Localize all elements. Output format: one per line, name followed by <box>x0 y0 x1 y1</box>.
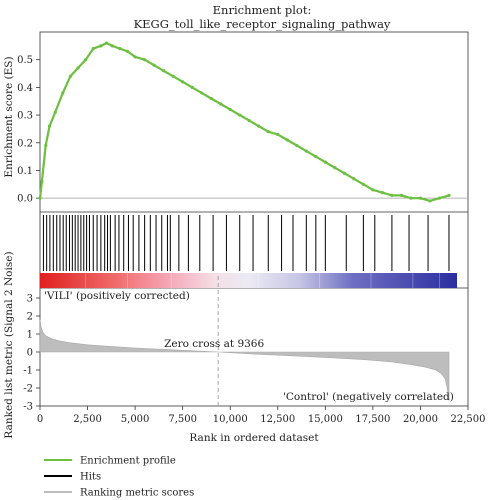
enrichment-point <box>118 47 122 51</box>
metric-y-tick-label: 1 <box>27 330 33 341</box>
enrichment-point <box>219 102 223 106</box>
enrichment-point <box>238 113 242 117</box>
enrichment-point <box>40 179 44 184</box>
x-axis: 0 2,500 5,000 7,500 10,000 12,500 15,000 17,500… <box>37 406 486 425</box>
metric-y-tick-label: -3 <box>23 402 33 413</box>
enrichment-point <box>171 74 175 78</box>
enrichment-point <box>228 107 232 112</box>
enrichment-point <box>437 196 442 200</box>
enrichment-point <box>38 196 42 200</box>
enrichment-point <box>371 188 375 192</box>
enrichment-point <box>91 47 95 51</box>
enrichment-point <box>428 199 432 203</box>
x-tick-label: 22,500 <box>451 414 486 425</box>
metric-y-axis: 3 2 1 0 -1 -2 -3 <box>23 294 40 413</box>
enrichment-point <box>409 196 413 200</box>
positive-label: 'VILI' (positively corrected) <box>44 290 190 302</box>
legend-label: Hits <box>80 472 101 483</box>
x-tick-label: 0 <box>37 414 43 425</box>
negative-label: 'Control' (negatively correlated) <box>283 391 454 403</box>
es-y-tick-label: 0.1 <box>17 166 33 177</box>
enrichment-point <box>76 66 80 70</box>
x-axis-label: Rank in ordered dataset <box>189 432 319 444</box>
enrichment-point <box>266 130 270 134</box>
es-y-axis-label: Enrichment score (ES) <box>3 56 15 177</box>
enrichment-point <box>314 155 318 159</box>
enrichment-point <box>285 138 289 142</box>
enrichment-point <box>247 119 251 123</box>
es-y-tick-label: 0.2 <box>17 138 33 149</box>
es-y-tick-label: 0.5 <box>17 55 33 66</box>
enrichment-point <box>200 91 204 95</box>
enrichment-point <box>47 124 52 128</box>
ranked-list-color-bar <box>40 273 457 288</box>
enrichment-point <box>152 63 156 67</box>
zero-cross-label: Zero cross at 9366 <box>164 338 264 350</box>
enrichment-point <box>295 143 299 148</box>
legend-label: Enrichment profile <box>80 456 176 467</box>
metric-y-tick-label: 2 <box>27 312 33 323</box>
x-tick-label: 2,500 <box>73 414 102 425</box>
enrichment-point <box>352 177 356 181</box>
enrichment-point <box>390 193 394 197</box>
chart-subtitle: KEGG_toll_like_receptor_signaling_pathwa… <box>134 17 391 31</box>
x-tick-label: 10,000 <box>213 414 248 425</box>
x-tick-label: 20,000 <box>403 414 438 425</box>
enrichment-profile-series <box>38 41 450 203</box>
es-y-tick-label: 0.3 <box>17 111 33 122</box>
metric-y-tick-label: -1 <box>23 366 33 377</box>
x-tick-label: 17,500 <box>355 414 390 425</box>
enrichment-point <box>190 85 194 89</box>
x-tick-label: 12,500 <box>260 414 295 425</box>
legend-label: Ranking metric scores <box>80 488 194 499</box>
metric-y-tick-label: -2 <box>23 384 33 395</box>
enrichment-point <box>304 149 308 153</box>
hits-panel <box>42 215 450 271</box>
enrichment-profile-line <box>38 41 451 203</box>
enrichment-point <box>257 124 261 128</box>
enrichment-point <box>380 191 384 195</box>
x-tick-label: 5,000 <box>121 414 150 425</box>
x-tick-label: 7,500 <box>168 414 197 425</box>
enrichment-point <box>342 171 346 175</box>
enrichment-point <box>209 96 213 101</box>
enrichment-point <box>361 182 365 186</box>
legend: Enrichment profile Hits Ranking metric sco… <box>44 456 194 499</box>
ranking-metric-series <box>39 319 450 401</box>
es-y-axis: 0.0 0.1 0.2 0.3 0.4 0.5 <box>17 55 40 205</box>
enrichment-point <box>61 91 65 95</box>
enrichment-point <box>162 69 166 73</box>
es-y-tick-label: 0.0 <box>17 194 33 205</box>
metric-y-tick-label: 0 <box>27 348 33 359</box>
enrichment-point <box>110 44 114 48</box>
enrichment-point <box>104 41 109 45</box>
metric-y-tick-label: 3 <box>27 294 33 305</box>
enrichment-point <box>323 160 327 164</box>
chart-title: Enrichment plot: <box>213 3 312 17</box>
es-y-tick-label: 0.4 <box>17 83 33 94</box>
enrichment-point <box>181 80 185 84</box>
enrichment-point <box>125 49 130 53</box>
enrichment-point <box>333 166 337 170</box>
plot-frame <box>39 31 469 407</box>
enrichment-point <box>99 44 103 48</box>
enrichment-point <box>44 143 48 148</box>
metric-y-axis-label: Ranked list metric (Signal 2 Noise) <box>3 251 15 438</box>
enrichment-point <box>84 58 88 62</box>
enrichment-point <box>447 193 451 197</box>
ranking-metric-area <box>39 319 450 401</box>
x-tick-label: 15,000 <box>308 414 343 425</box>
enrichment-point <box>418 196 423 200</box>
enrichment-point <box>68 74 73 78</box>
enrichment-point <box>133 55 137 59</box>
enrichment-point <box>399 193 404 197</box>
enrichment-point <box>53 110 57 114</box>
enrichment-point <box>276 132 280 137</box>
enrichment-point <box>143 58 147 62</box>
